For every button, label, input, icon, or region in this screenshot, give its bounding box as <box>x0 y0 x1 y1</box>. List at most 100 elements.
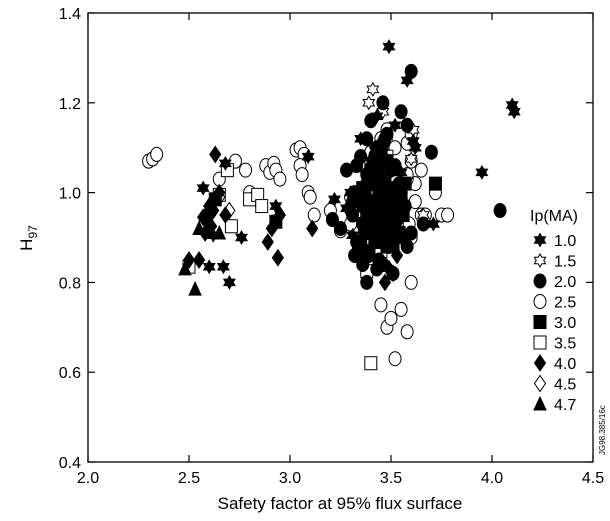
data-point-ip-3-5 <box>255 199 269 214</box>
legend-marker-4-5 <box>533 374 547 393</box>
legend-marker-1-5 <box>533 252 547 269</box>
data-point-ip-2-0 <box>370 261 384 277</box>
legend-marker-3-5 <box>533 335 547 350</box>
y-tick-label: 0.6 <box>59 365 81 382</box>
data-point-ip-2-5 <box>150 146 164 162</box>
axis-ticks: 2.0 2.5 3.0 3.5 4.0 4.5 0.4 0.6 0.8 1.0 1.2 1.4 <box>59 6 604 487</box>
y-axis-label-main: H <box>17 239 36 251</box>
data-point-ip-4-7 <box>212 224 227 240</box>
data-point-ip-2-5 <box>394 301 408 317</box>
legend-marker-4-0 <box>533 354 547 372</box>
data-point-ip-1-0 <box>216 259 230 275</box>
data-point-ip-1-0 <box>235 230 249 245</box>
y-axis-label: H97 <box>17 225 40 251</box>
data-point-ip-1-0 <box>507 104 521 120</box>
data-point-ip-1-0 <box>408 140 422 156</box>
legend-label: 4.5 <box>554 377 576 394</box>
data-point-ip-1-0 <box>202 259 216 275</box>
legend-label: 1.0 <box>554 233 576 250</box>
data-point-ip-3-0 <box>428 176 442 191</box>
data-point-ip-3-5 <box>364 356 378 371</box>
data-point-ip-4-0 <box>209 145 222 164</box>
data-point-ip-2-0 <box>376 95 390 111</box>
data-point-ip-2-0 <box>325 212 339 228</box>
data-point-ip-4-0 <box>261 233 274 251</box>
data-point-ip-2-0 <box>493 203 507 219</box>
y-tick-label: 1.2 <box>59 96 81 113</box>
legend-label: 1.5 <box>554 254 576 271</box>
x-tick-label: 4.0 <box>481 470 503 487</box>
data-point-ip-2-5 <box>239 162 253 178</box>
x-tick-label: 2.0 <box>77 470 99 487</box>
data-point-ip-1-5 <box>404 151 418 167</box>
figure-side-note: JG98.385/16c <box>598 405 607 455</box>
data-point-ip-2-0 <box>364 113 378 129</box>
data-point-ip-4-7 <box>192 220 206 236</box>
data-point-ip-4-0 <box>390 246 404 265</box>
y-tick-label: 0.8 <box>59 275 81 292</box>
data-point-ip-1-0 <box>475 164 489 180</box>
data-point-ip-2-0 <box>394 104 408 120</box>
data-point-ip-2-0 <box>360 274 374 290</box>
data-point-ip-2-5 <box>441 207 455 223</box>
data-point-ip-3-5 <box>224 219 238 234</box>
data-point-ip-4-0 <box>192 251 206 269</box>
x-tick-label: 3.5 <box>380 470 402 487</box>
data-point-ip-4-7 <box>188 280 202 296</box>
data-point-ip-1-0 <box>388 117 402 133</box>
data-point-ip-4-7 <box>178 260 192 276</box>
data-point-ip-2-0 <box>376 135 390 151</box>
data-point-ip-2-5 <box>295 167 309 183</box>
legend-title: Ip(MA) <box>530 208 578 225</box>
data-point-ip-2-0 <box>424 144 438 160</box>
x-tick-label: 4.5 <box>582 470 604 487</box>
y-tick-label: 0.4 <box>59 455 81 472</box>
legend: 1.0 1.5 2.0 2.5 3.0 3.5 4.0 4.5 4.7 <box>533 232 576 414</box>
data-point-ip-2-0 <box>346 207 360 223</box>
legend-label: 3.5 <box>554 336 576 353</box>
data-point-ip-1-0 <box>382 39 396 55</box>
data-point-ip-4-0 <box>306 219 319 238</box>
data-point-ip-1-5 <box>366 81 380 97</box>
data-point-ip-1-0 <box>218 155 232 171</box>
data-point-ip-4-0 <box>213 183 226 202</box>
data-point-ip-4-0 <box>382 260 396 278</box>
data-point-ip-2-5 <box>404 274 418 290</box>
x-tick-label: 2.5 <box>178 470 200 487</box>
data-point-ip-4-0 <box>271 248 284 267</box>
data-point-ip-1-0 <box>327 191 341 207</box>
legend-marker-4-7 <box>533 395 547 411</box>
data-point-ip-2-5 <box>273 171 287 187</box>
data-point-ip-1-0 <box>222 274 236 290</box>
data-point-ip-1-5 <box>362 95 376 111</box>
data-point-ip-2-5 <box>307 207 321 223</box>
y-axis-label-subscript: 97 <box>26 225 40 239</box>
legend-marker-2-5 <box>533 294 547 309</box>
data-point-ip-4-7 <box>198 206 212 222</box>
data-point-ip-2-0 <box>400 117 414 133</box>
data-point-ip-3-0 <box>398 176 412 191</box>
data-point-ip-2-0 <box>340 162 354 178</box>
data-point-ip-4-0 <box>219 206 232 224</box>
data-point-ip-1-0 <box>426 216 440 232</box>
legend-marker-2-0 <box>533 273 547 289</box>
data-point-ip-2-5 <box>374 297 388 313</box>
data-point-ip-2-5 <box>303 189 317 205</box>
y-tick-label: 1.4 <box>59 6 81 23</box>
data-point-ip-2-5 <box>384 310 398 326</box>
y-tick-label: 1.0 <box>59 186 81 203</box>
data-point-ip-2-0 <box>354 149 368 165</box>
data-point-ip-4-0 <box>378 273 392 292</box>
data-point-ip-3-0 <box>390 203 404 218</box>
data-point-ip-2-0 <box>400 238 414 254</box>
data-point-ip-4-0 <box>265 219 278 238</box>
data-point-ip-2-5 <box>414 162 428 178</box>
x-axis-label: Safety factor at 95% flux surface <box>218 494 463 513</box>
data-point-ip-2-5 <box>400 324 414 340</box>
legend-label: 2.0 <box>554 274 576 291</box>
data-point-ip-2-0 <box>334 221 347 237</box>
data-point-ip-2-0 <box>404 225 418 241</box>
data-point-ip-2-0 <box>416 216 430 232</box>
data-point-ip-3-0 <box>392 226 406 241</box>
